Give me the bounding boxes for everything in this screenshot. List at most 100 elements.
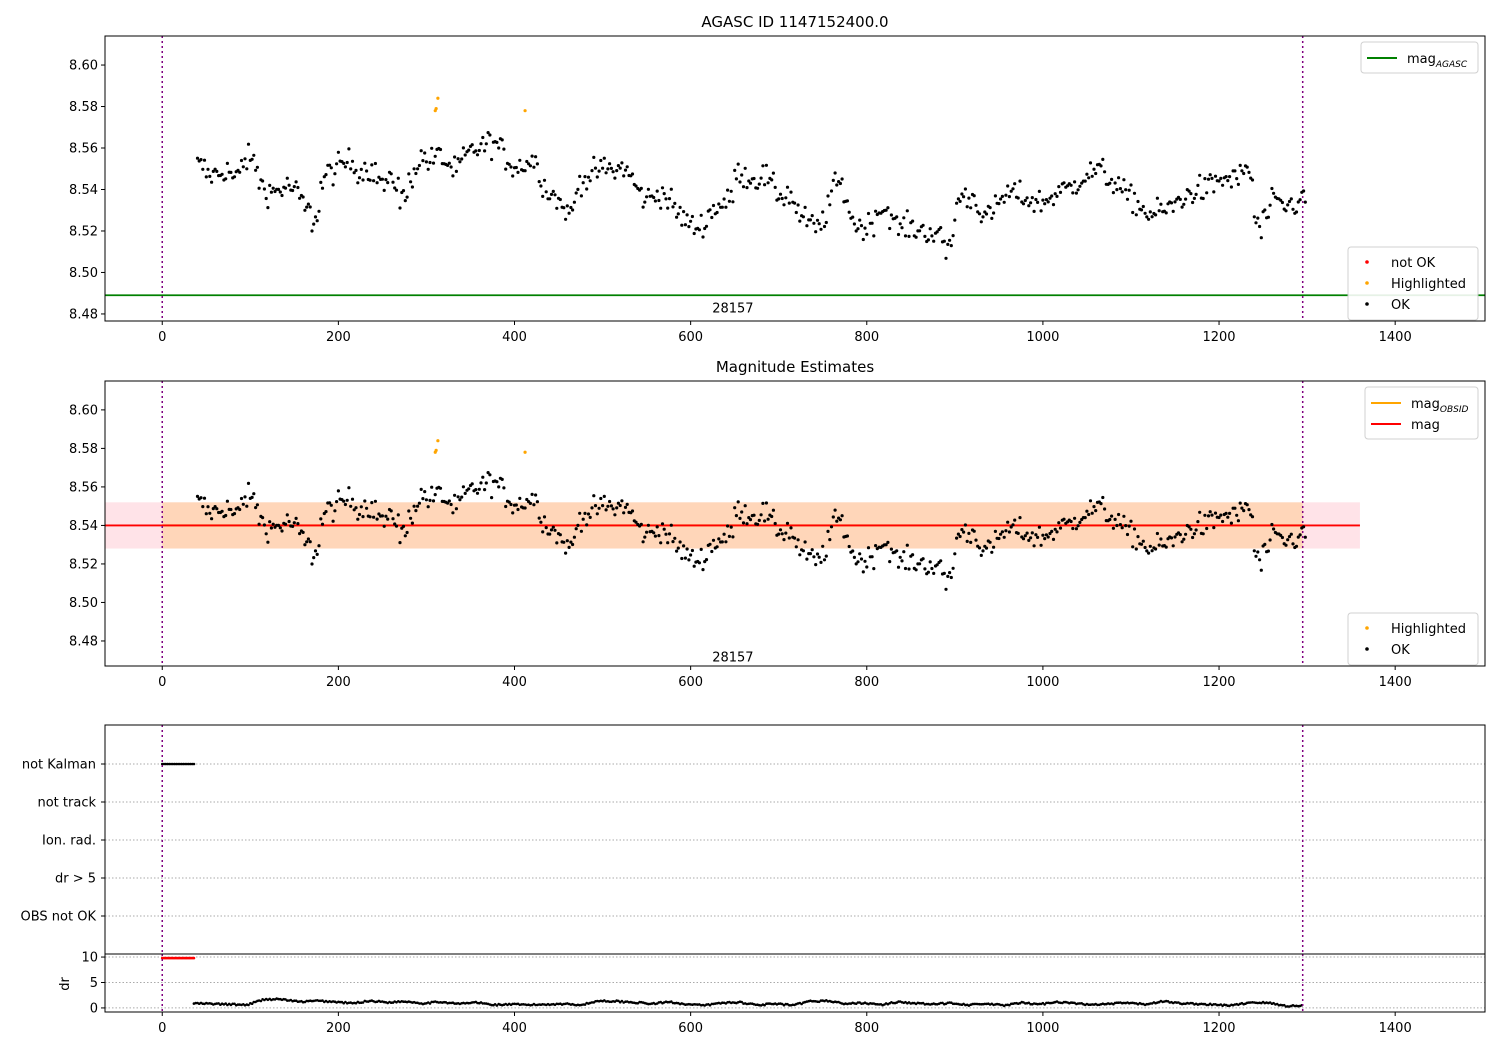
data-point-ok — [683, 223, 688, 227]
legend-marker — [1365, 647, 1369, 651]
data-point-ok — [870, 221, 874, 225]
data-point-ok — [949, 575, 953, 580]
data-point-ok — [740, 510, 744, 514]
data-point-ok — [1173, 535, 1177, 539]
data-point-ok — [500, 477, 504, 481]
data-point-ok — [660, 522, 665, 526]
data-point-ok — [356, 181, 360, 185]
data-point-ok — [1043, 537, 1047, 541]
data-point-ok — [329, 166, 333, 170]
data-point-ok — [394, 524, 399, 528]
data-point-ok — [664, 532, 668, 536]
data-point-ok — [1050, 529, 1054, 534]
dr-point — [617, 999, 620, 1003]
data-point-ok — [819, 560, 823, 565]
data-point-ok — [840, 177, 844, 181]
data-point-ok — [1279, 198, 1283, 202]
data-point-ok — [386, 181, 390, 185]
data-point-ok — [1178, 533, 1182, 537]
data-point-ok — [1272, 191, 1276, 195]
data-point-ok — [921, 557, 925, 561]
data-point-ok — [1224, 175, 1228, 179]
data-point-ok — [692, 564, 696, 568]
data-point-ok — [398, 541, 402, 545]
data-point-ok — [294, 180, 298, 184]
data-point-ok — [562, 206, 566, 210]
dr-point — [428, 1002, 432, 1005]
data-point-ok — [777, 532, 781, 536]
data-point-ok — [1000, 194, 1005, 198]
data-point-ok — [1021, 537, 1026, 541]
data-point-ok — [787, 536, 791, 540]
data-point-ok — [486, 471, 490, 475]
data-point-ok — [599, 158, 603, 163]
data-point-highlighted — [434, 448, 438, 452]
data-point-ok — [1058, 526, 1063, 530]
data-point-ok — [269, 190, 273, 194]
data-point-ok — [1110, 514, 1114, 518]
data-point-ok — [1023, 534, 1027, 538]
data-point-ok — [609, 504, 614, 508]
x-tick-label: 1200 — [1202, 330, 1235, 345]
data-point-ok — [611, 170, 615, 174]
data-point-ok — [793, 201, 797, 205]
data-point-highlighted — [523, 109, 527, 113]
y-tick-label: 8.56 — [69, 480, 98, 495]
data-point-ok — [615, 169, 619, 173]
data-point-ok — [770, 178, 774, 182]
data-point-ok — [1046, 535, 1050, 539]
data-point-ok — [572, 535, 577, 539]
data-point-ok — [711, 538, 716, 542]
data-point-ok — [475, 153, 480, 157]
data-point-ok — [257, 186, 261, 190]
data-point-ok — [911, 553, 915, 557]
data-point-ok — [896, 232, 901, 237]
data-point-ok — [1250, 178, 1255, 182]
data-point-ok — [484, 142, 488, 146]
data-point-ok — [1298, 198, 1302, 202]
data-point-ok — [888, 226, 892, 231]
data-point-ok — [1205, 526, 1209, 531]
data-point-ok — [667, 532, 672, 536]
data-point-ok — [833, 508, 837, 512]
data-point-ok — [1189, 192, 1193, 196]
data-point-ok — [1289, 532, 1293, 536]
data-point-ok — [951, 234, 955, 238]
data-point-ok — [764, 163, 769, 167]
data-point-ok — [955, 536, 959, 540]
data-point-ok — [1145, 215, 1149, 219]
data-point-ok — [974, 538, 978, 542]
data-point-ok — [789, 526, 793, 530]
data-point-ok — [1219, 176, 1223, 180]
data-point-ok — [350, 497, 355, 501]
data-point-ok — [1111, 526, 1115, 530]
data-point-ok — [361, 515, 365, 519]
data-point-ok — [861, 237, 865, 242]
data-point-ok — [250, 157, 254, 161]
data-point-ok — [569, 205, 573, 210]
data-point-ok — [1083, 516, 1087, 520]
data-point-ok — [1007, 195, 1012, 199]
data-point-ok — [447, 499, 451, 503]
data-point-ok — [558, 533, 562, 537]
data-point-ok — [1055, 194, 1059, 198]
data-point-ok — [921, 223, 925, 227]
data-point-ok — [1018, 516, 1022, 520]
y-tick-label: 8.48 — [69, 634, 98, 649]
data-point-ok — [872, 567, 876, 571]
data-point-ok — [380, 177, 384, 181]
y-tick-label: 8.54 — [69, 519, 98, 534]
dr-point — [941, 1001, 944, 1005]
data-point-ok — [579, 194, 584, 198]
data-point-ok — [208, 511, 212, 515]
data-point-ok — [335, 162, 339, 166]
data-point-ok — [431, 161, 436, 165]
data-point-ok — [639, 186, 643, 190]
data-point-ok — [613, 513, 617, 517]
data-point-ok — [653, 534, 658, 538]
data-point-ok — [1048, 196, 1052, 200]
axes-frame — [104, 35, 1486, 322]
data-point-ok — [810, 548, 814, 552]
data-point-ok — [1062, 181, 1066, 185]
